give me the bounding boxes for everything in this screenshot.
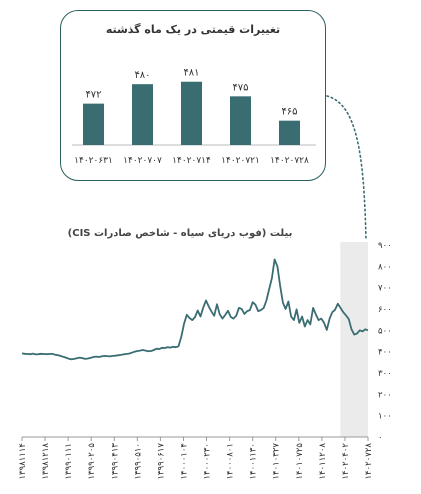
bar-category-label-4: ۱۴۰۲۰۷۲۸ — [270, 156, 309, 166]
y-tick-label-5: ۵۰۰ — [378, 326, 392, 336]
bar-value-label-3: ۴۷۵ — [232, 82, 248, 93]
bar-2 — [181, 81, 202, 145]
bar-value-label-0: ۴۷۲ — [85, 90, 101, 101]
x-tick-label-12: ۱۴۰۱۰۷۲۵ — [295, 443, 305, 480]
bar-1 — [132, 84, 153, 145]
y-tick-label-8: ۸۰۰ — [378, 262, 392, 272]
x-tick-label-1: ۱۳۹۸۱۲۱۸ — [41, 443, 51, 480]
bar-category-label-2: ۱۴۰۲۰۷۱۴ — [172, 156, 211, 166]
x-tick-label-2: ۱۳۹۹۰۱۱۱ — [64, 443, 74, 480]
bar-4 — [279, 120, 300, 145]
bar-chart-card: تغییرات قیمتی در یک ماه گذشته — [60, 10, 326, 181]
series-line — [21, 258, 369, 361]
y-tick-label-0: ۰ — [378, 433, 383, 443]
connector-path — [326, 95, 367, 241]
bar-category-label-1: ۱۴۰۲۰۷۰۷ — [123, 156, 162, 166]
x-tick-label-4: ۱۳۹۹۰۴۱۳ — [110, 443, 120, 480]
bar-value-label-2: ۴۸۱ — [183, 68, 199, 79]
bar-0 — [83, 103, 104, 145]
x-tick-label-5: ۱۳۹۹۰۵۱۰ — [133, 443, 143, 480]
y-tick-label-9: ۹۰۰ — [378, 241, 392, 251]
y-tick-label-1: ۱۰۰ — [378, 412, 392, 422]
x-tick-label-11: ۱۴۰۱۰۳۲۷ — [272, 443, 282, 480]
highlight-region — [340, 242, 368, 437]
y-tick-label-3: ۳۰۰ — [378, 369, 392, 379]
x-tick-label-13: ۱۴۰۱۱۲۰۸ — [318, 443, 328, 480]
x-tick-label-10: ۱۴۰۰۱۱۳۰ — [249, 443, 259, 480]
x-tick-label-14: ۱۴۰۲۰۴۰۲ — [341, 443, 351, 480]
bar-value-label-1: ۴۸۰ — [134, 70, 150, 81]
y-tick-label-4: ۴۰۰ — [378, 348, 392, 358]
x-tick-label-7: ۱۴۰۰۰۱۰۴ — [179, 443, 189, 480]
x-tick-label-3: ۱۳۹۹۰۲۰۵ — [87, 443, 97, 480]
y-tick-label-7: ۷۰۰ — [378, 284, 392, 294]
x-tick-label-8: ۱۴۰۰۰۲۳۰ — [203, 443, 213, 480]
bar-chart-title: تغییرات قیمتی در یک ماه گذشته — [105, 23, 281, 36]
x-tick-label-6: ۱۳۹۹۰۶۱۷ — [156, 443, 166, 480]
bar-value-label-4: ۴۶۵ — [281, 107, 297, 118]
y-tick-label-2: ۲۰۰ — [378, 390, 392, 400]
bar-3 — [230, 96, 251, 145]
line-chart-title: بیلت (فوب دریای سیاه - شاخص صادرات CIS) — [67, 228, 293, 239]
bar-category-label-0: ۱۴۰۲۰۶۳۱ — [74, 156, 113, 166]
bar-category-label-3: ۱۴۰۲۰۷۲۱ — [221, 156, 260, 166]
x-tick-label-9: ۱۴۰۰۰۸۰۱ — [226, 443, 236, 480]
y-tick-label-6: ۶۰۰ — [378, 305, 392, 315]
x-tick-label-0: ۱۳۹۸۱۱۱۴ — [18, 443, 28, 480]
x-tick-label-15: ۱۴۰۲۰۷۲۸ — [364, 443, 374, 480]
